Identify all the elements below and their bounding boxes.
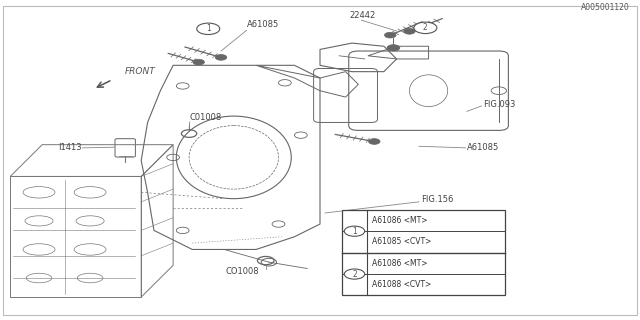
Text: A61085 <CVT>: A61085 <CVT> xyxy=(372,237,431,246)
Circle shape xyxy=(344,269,365,279)
Text: FIG.156: FIG.156 xyxy=(421,195,453,204)
Circle shape xyxy=(344,226,365,236)
Text: A61085: A61085 xyxy=(467,143,499,152)
Text: A61088 <CVT>: A61088 <CVT> xyxy=(372,280,431,289)
Text: I1413: I1413 xyxy=(58,143,82,152)
Text: 2: 2 xyxy=(423,23,428,32)
Text: 22442: 22442 xyxy=(349,11,376,20)
Circle shape xyxy=(215,54,227,60)
Circle shape xyxy=(385,32,396,38)
Circle shape xyxy=(193,59,204,65)
Circle shape xyxy=(387,45,400,51)
Circle shape xyxy=(414,22,437,34)
Text: A61085: A61085 xyxy=(246,20,279,29)
Text: 2: 2 xyxy=(352,269,357,279)
Text: A61086 <MT>: A61086 <MT> xyxy=(372,259,428,268)
Text: C01008: C01008 xyxy=(189,113,222,122)
Text: A61086 <MT>: A61086 <MT> xyxy=(372,216,428,225)
Text: A005001120: A005001120 xyxy=(581,3,630,12)
Circle shape xyxy=(196,23,220,35)
Circle shape xyxy=(369,139,380,144)
Text: 1: 1 xyxy=(352,227,357,236)
Circle shape xyxy=(404,28,415,34)
Text: FRONT: FRONT xyxy=(125,67,156,76)
Text: FIG.093: FIG.093 xyxy=(483,100,515,108)
Text: 1: 1 xyxy=(206,24,211,33)
Bar xyxy=(342,210,505,295)
Text: CO1008: CO1008 xyxy=(225,267,259,276)
